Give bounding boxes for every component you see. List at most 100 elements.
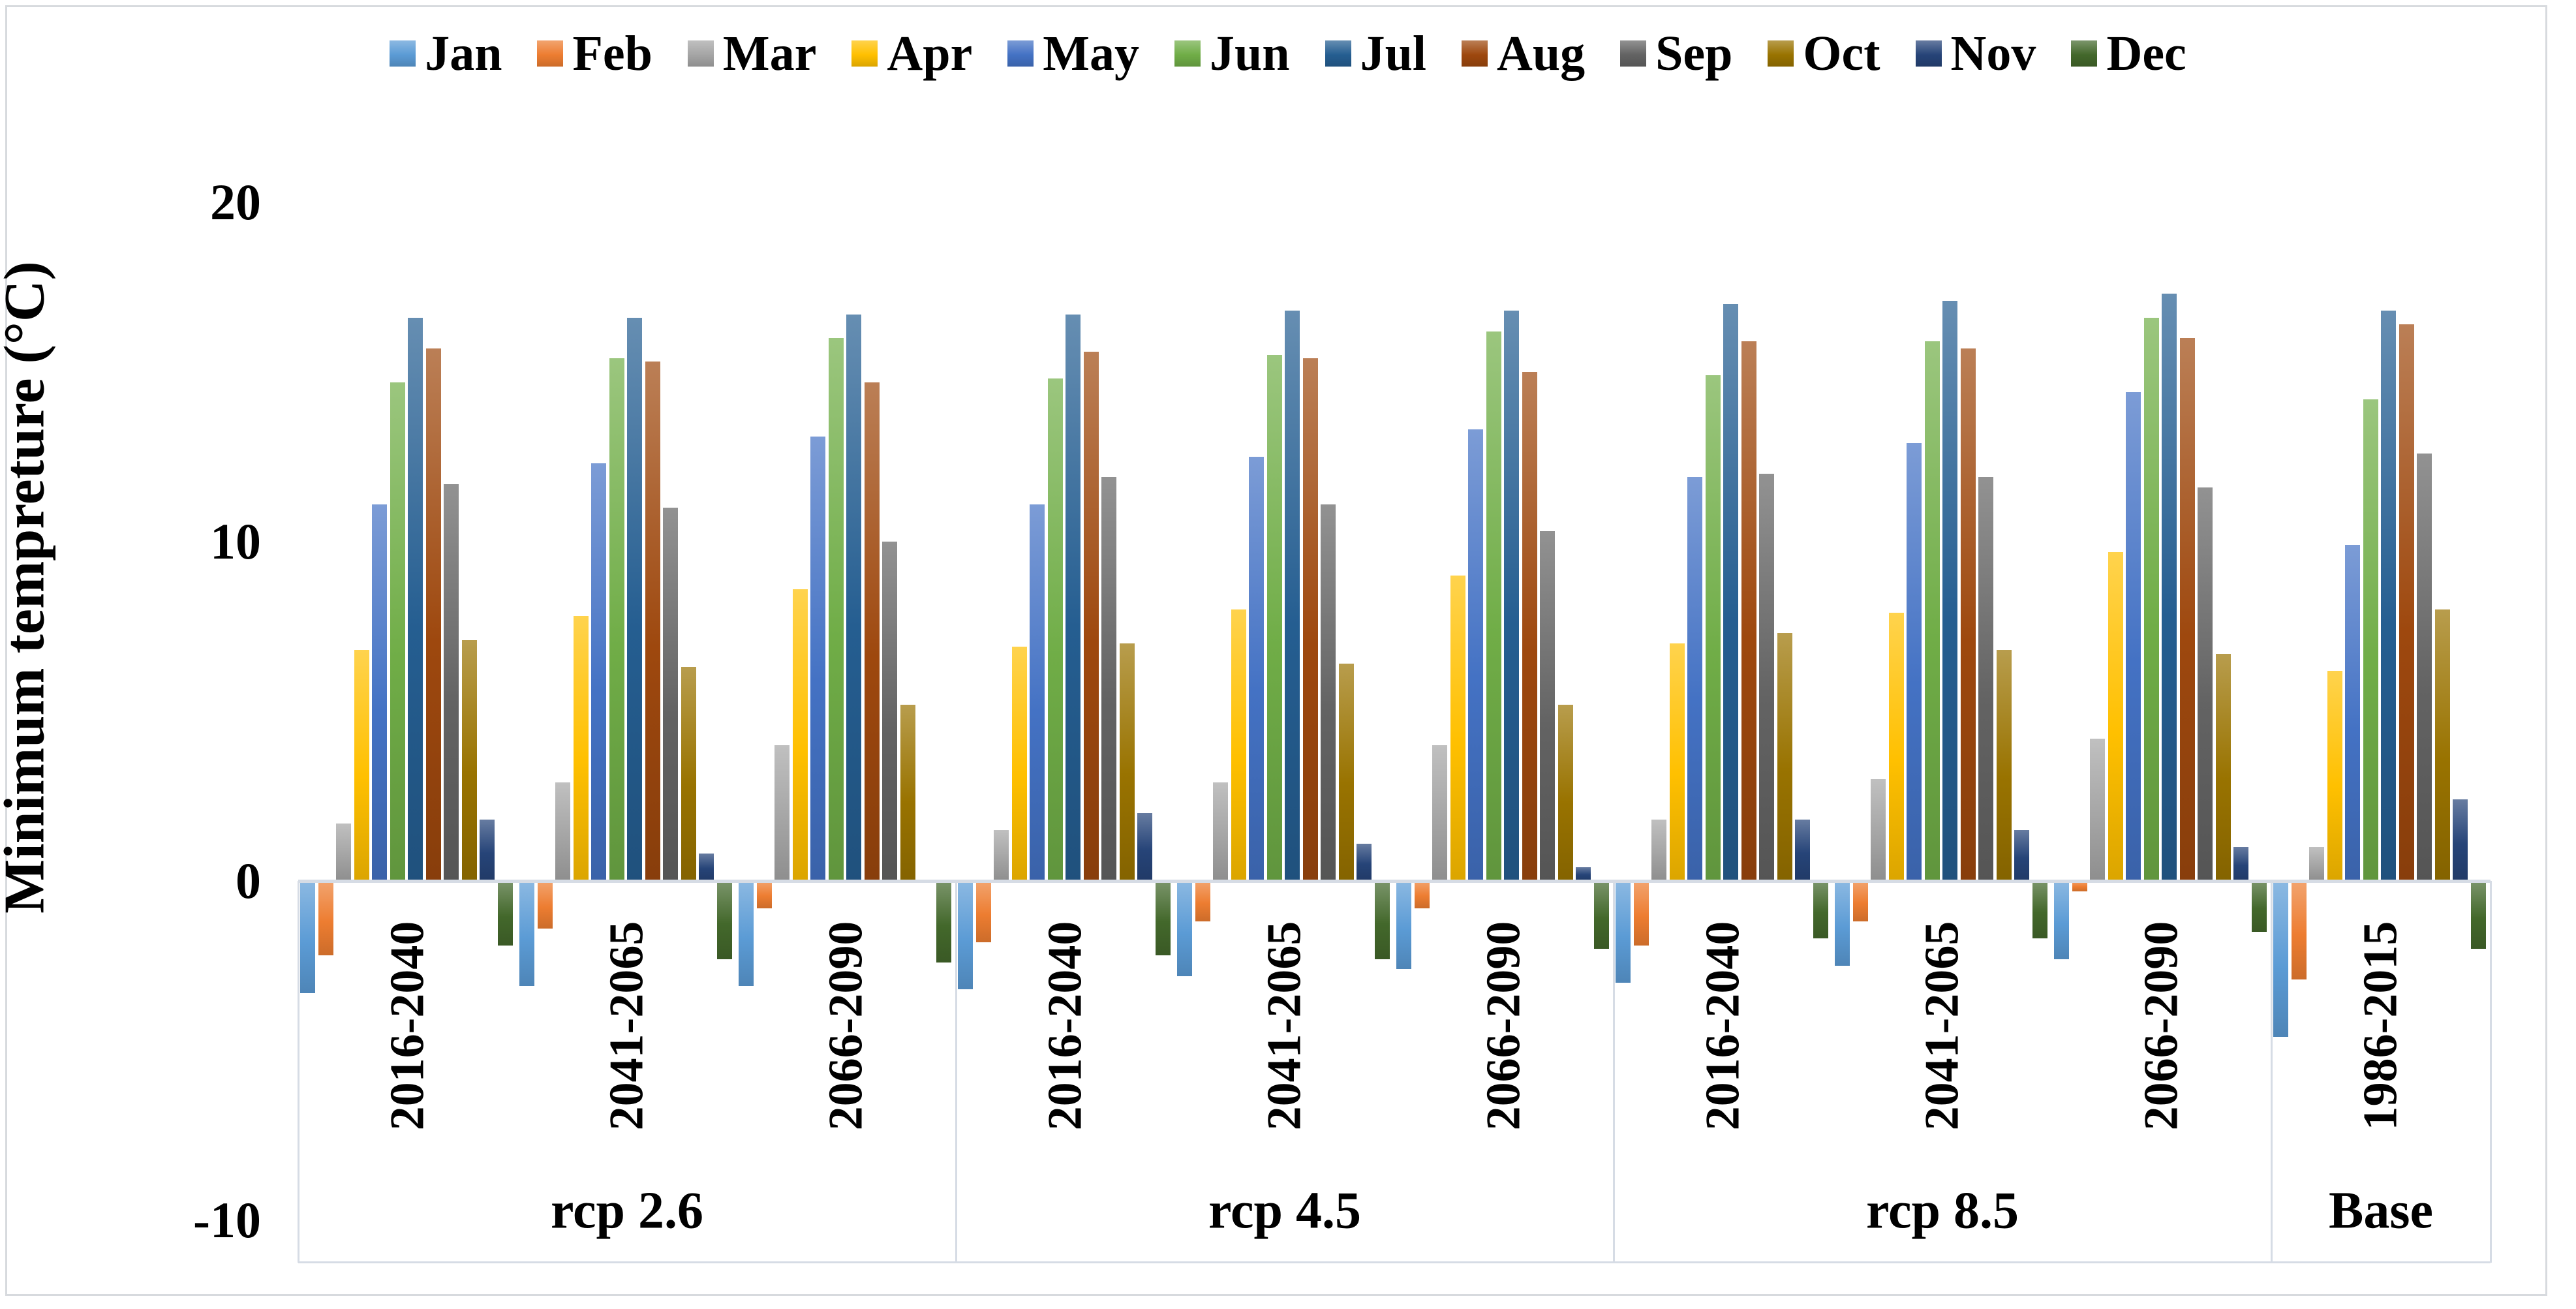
bar-jan-rcp4.5-2066-2090 [1396, 881, 1411, 970]
bar-jan-rcp8.5-2041-2065 [1835, 881, 1850, 966]
bar-sep-rcp4.5-2066-2090 [1540, 531, 1555, 881]
bar-jul-rcp8.5-2066-2090 [2162, 294, 2177, 881]
bar-oct-Base-1986-2015 [2434, 609, 2450, 881]
bar-jun-rcp2.6-2041-2065 [609, 358, 624, 881]
bar-jun-rcp4.5-2041-2065 [1266, 355, 1282, 881]
bar-sep-rcp2.6-2041-2065 [663, 508, 678, 881]
bar-aug-rcp4.5-2041-2065 [1302, 358, 1318, 881]
legend-swatch-icon [1007, 40, 1034, 67]
bar-sep-rcp8.5-2041-2065 [1978, 477, 1993, 881]
bar-oct-rcp4.5-2016-2040 [1119, 643, 1135, 881]
y-tick-label-10: 10 [210, 513, 261, 570]
bar-jun-rcp8.5-2016-2040 [1705, 375, 1721, 881]
legend-label: Oct [1803, 26, 1880, 81]
bar-jul-rcp2.6-2066-2090 [846, 314, 861, 881]
legend-item-aug: Aug [1461, 29, 1585, 78]
bar-oct-rcp4.5-2066-2090 [1557, 704, 1573, 881]
bar-feb-rcp8.5-2066-2090 [2072, 881, 2087, 891]
bar-jul-rcp8.5-2041-2065 [1942, 300, 1957, 881]
bar-jun-rcp4.5-2066-2090 [1486, 331, 1501, 881]
bar-feb-rcp8.5-2016-2040 [1633, 881, 1649, 946]
legend-label: Apr [887, 26, 973, 81]
bar-feb-rcp2.6-2016-2040 [318, 881, 333, 956]
bar-aug-rcp4.5-2066-2090 [1522, 372, 1537, 881]
bar-aug-rcp4.5-2016-2040 [1083, 351, 1099, 881]
bar-dec-rcp8.5-2041-2065 [2032, 881, 2047, 939]
category-period-label-text: 1986-2015 [2354, 921, 2408, 1131]
bar-jun-Base-1986-2015 [2363, 399, 2378, 881]
bar-jul-rcp4.5-2066-2090 [1504, 311, 1519, 881]
category-period-label-text: 2066-2090 [2134, 921, 2188, 1131]
bar-dec-rcp2.6-2066-2090 [936, 881, 951, 962]
chart-border [5, 5, 2547, 1296]
legend-label: Jan [425, 26, 502, 81]
legend-item-jan: Jan [390, 29, 502, 78]
bar-mar-rcp2.6-2066-2090 [774, 745, 790, 881]
bar-jan-rcp2.6-2041-2065 [519, 881, 534, 987]
bar-nov-rcp4.5-2066-2090 [1576, 867, 1591, 881]
bar-nov-rcp4.5-2016-2040 [1137, 813, 1152, 881]
bar-oct-rcp8.5-2041-2065 [1996, 650, 2012, 881]
bar-jul-rcp4.5-2016-2040 [1066, 314, 1081, 881]
legend-item-dec: Dec [2071, 29, 2186, 78]
legend-item-mar: Mar [687, 29, 816, 78]
bar-nov-rcp4.5-2041-2065 [1357, 843, 1372, 881]
bar-aug-rcp2.6-2016-2040 [425, 348, 441, 881]
bar-mar-rcp2.6-2041-2065 [555, 782, 570, 881]
legend-item-jun: Jun [1174, 29, 1290, 78]
legend-label: Sep [1655, 26, 1733, 81]
bar-dec-rcp4.5-2016-2040 [1155, 881, 1171, 956]
bar-aug-rcp2.6-2041-2065 [645, 362, 660, 881]
bar-oct-rcp4.5-2041-2065 [1338, 664, 1354, 881]
category-period-label-text: 2041-2065 [1915, 921, 1969, 1131]
bar-jul-Base-1986-2015 [2381, 311, 2396, 881]
legend-swatch-icon [390, 40, 416, 67]
bar-may-rcp4.5-2016-2040 [1030, 504, 1045, 881]
category-period-label-text: 2066-2090 [819, 921, 873, 1131]
bar-jan-rcp4.5-2016-2040 [958, 881, 973, 990]
bar-mar-rcp4.5-2066-2090 [1432, 745, 1447, 881]
bar-jul-rcp2.6-2016-2040 [408, 317, 423, 881]
bar-apr-Base-1986-2015 [2327, 670, 2342, 881]
legend-swatch-icon [687, 40, 714, 67]
scenario-label-rcp4.5: rcp 4.5 [1208, 1182, 1362, 1240]
chart-legend: Jan Feb Mar Apr May Jun Jul Aug Sep Oct Nov Dec [0, 29, 2576, 78]
legend-swatch-icon [2071, 40, 2098, 67]
bar-aug-Base-1986-2015 [2399, 324, 2414, 881]
legend-swatch-icon [537, 40, 564, 67]
legend-label: Dec [2106, 26, 2186, 81]
legend-label: Jun [1210, 26, 1290, 81]
bar-mar-rcp8.5-2016-2040 [1651, 820, 1666, 881]
bar-dec-rcp4.5-2066-2090 [1593, 881, 1609, 949]
bar-nov-rcp8.5-2016-2040 [1795, 820, 1810, 881]
legend-label: May [1043, 26, 1140, 81]
bar-may-rcp8.5-2016-2040 [1687, 477, 1702, 881]
bar-sep-rcp8.5-2016-2040 [1759, 474, 1774, 881]
category-band-bottom-line [298, 1261, 2491, 1263]
bar-mar-rcp8.5-2066-2090 [2090, 738, 2105, 881]
legend-label: Feb [572, 26, 652, 81]
bar-may-rcp2.6-2066-2090 [810, 436, 825, 881]
scenario-label-Base: Base [2329, 1182, 2433, 1240]
scenario-label-rcp8.5: rcp 8.5 [1865, 1182, 2019, 1240]
bar-apr-rcp4.5-2041-2065 [1231, 609, 1246, 881]
bar-sep-Base-1986-2015 [2417, 453, 2432, 881]
category-period-label-text: 2066-2090 [1477, 921, 1531, 1131]
legend-item-nov: Nov [1915, 29, 2036, 78]
bar-feb-rcp4.5-2066-2090 [1414, 881, 1430, 908]
bar-nov-rcp2.6-2016-2040 [480, 820, 495, 881]
bar-apr-rcp4.5-2066-2090 [1450, 576, 1465, 881]
bar-jun-rcp4.5-2016-2040 [1047, 378, 1063, 881]
legend-item-sep: Sep [1620, 29, 1732, 78]
bar-jan-rcp2.6-2016-2040 [300, 881, 315, 993]
category-period-label-text: 2016-2040 [380, 921, 435, 1131]
category-period-label-text: 2041-2065 [1257, 921, 1311, 1131]
bar-jun-rcp8.5-2066-2090 [2143, 317, 2159, 881]
scenario-separator-line [2270, 881, 2273, 1263]
bar-dec-Base-1986-2015 [2470, 881, 2486, 949]
bar-jul-rcp4.5-2041-2065 [1285, 311, 1300, 881]
bar-mar-rcp2.6-2016-2040 [336, 823, 351, 881]
bar-feb-Base-1986-2015 [2291, 881, 2307, 979]
bar-apr-rcp2.6-2066-2090 [792, 589, 808, 881]
legend-swatch-icon [1461, 40, 1488, 67]
